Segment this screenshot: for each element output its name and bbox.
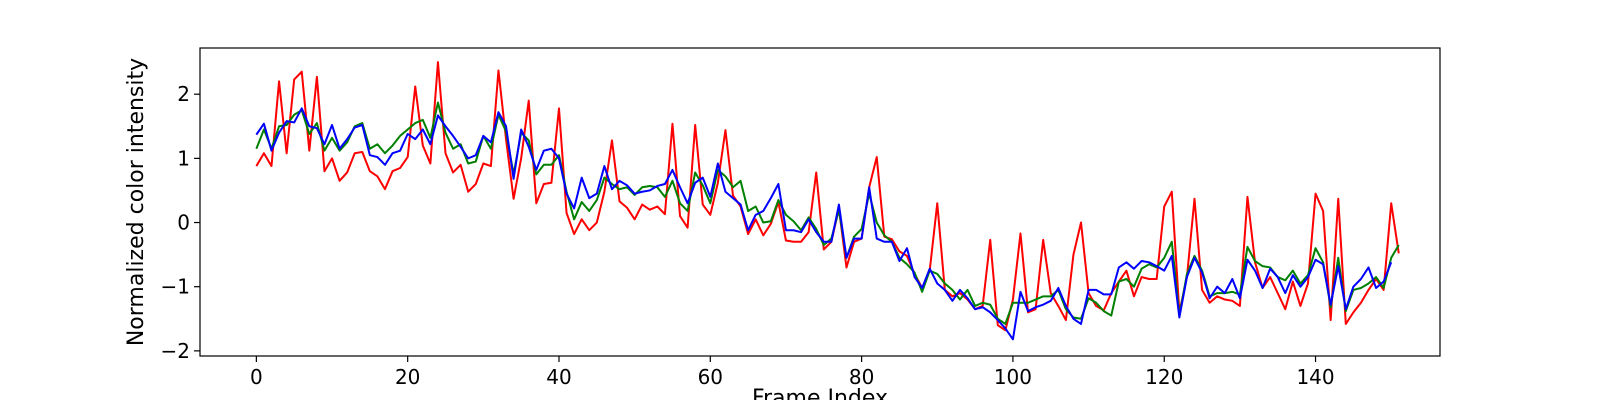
x-tick-label: 20: [395, 365, 420, 389]
x-tick-label: 120: [1145, 365, 1183, 389]
x-axis: 0 20 40 60 80 100 120 140: [250, 356, 1335, 389]
y-tick-label: 0: [177, 211, 190, 235]
y-tick-label: 1: [177, 146, 190, 170]
y-axis: −2 −1 0 1 2: [161, 82, 200, 363]
series-line-1: [255, 61, 1400, 332]
x-tick-label: 80: [849, 365, 874, 389]
series-line-3: [255, 107, 1393, 341]
y-tick-label: 2: [177, 82, 190, 106]
x-tick-label: 0: [250, 365, 263, 389]
x-tick-label: 60: [698, 365, 723, 389]
y-axis-label: Normalized color intensity: [124, 58, 149, 346]
y-tick-label: −1: [161, 275, 190, 299]
plot-frame: [199, 47, 1441, 357]
x-axis-label: Frame Index: [752, 386, 888, 400]
y-tick-label: −2: [161, 339, 190, 363]
series-layer: [255, 61, 1400, 341]
x-tick-label: 40: [546, 365, 571, 389]
x-tick-label: 140: [1296, 365, 1334, 389]
x-tick-label: 100: [994, 365, 1032, 389]
